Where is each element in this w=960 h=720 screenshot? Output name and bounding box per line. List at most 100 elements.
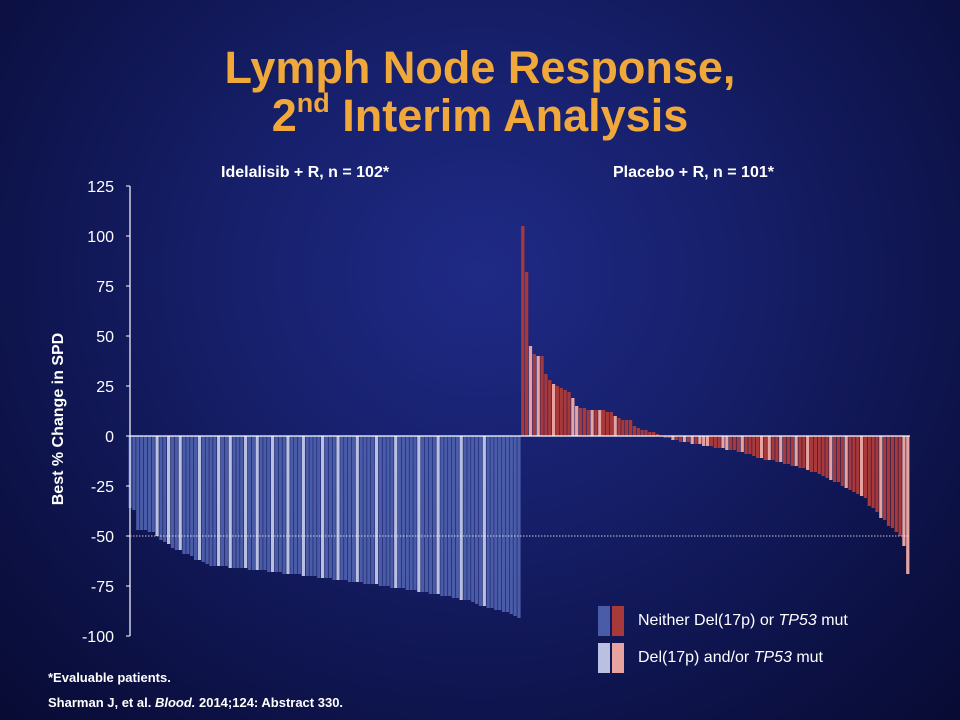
bar-idelalisib-11	[167, 436, 171, 544]
bar-idelalisib-16	[186, 436, 190, 554]
legend-label-del17p: Del(17p) and/or TP53 mut	[638, 649, 823, 666]
bar-idelalisib-31	[243, 436, 248, 568]
y-tick-label: 75	[96, 279, 114, 296]
bar-idelalisib-57	[344, 436, 348, 580]
bar-placebo-44	[686, 436, 690, 442]
bar-idelalisib-48	[309, 436, 313, 576]
bar-idelalisib-44	[294, 436, 298, 574]
bar-idelalisib-24	[217, 436, 221, 566]
title-line-1: Lymph Node Response,	[224, 42, 736, 93]
bar-placebo-33	[644, 430, 648, 436]
bar-placebo-82	[833, 436, 837, 482]
bar-placebo-75	[806, 436, 810, 470]
bar-idelalisib-55	[336, 436, 340, 580]
bar-placebo-29	[628, 420, 633, 436]
bar-idelalisib-23	[213, 436, 217, 566]
bar-placebo-10	[555, 386, 560, 436]
bar-idelalisib-90	[471, 436, 475, 602]
bar-placebo-74	[802, 436, 806, 468]
bar-idelalisib-14	[178, 436, 182, 550]
bar-idelalisib-8	[155, 436, 159, 536]
bar-idelalisib-54	[332, 436, 336, 580]
group-label-idelalisib: Idelalisib + R, n = 102*	[221, 164, 390, 181]
bar-idelalisib-38	[270, 436, 275, 572]
bar-placebo-21	[598, 410, 602, 436]
bar-placebo-87	[852, 436, 856, 492]
bar-idelalisib-10	[163, 436, 167, 542]
y-tick-label: 25	[96, 379, 114, 396]
bar-idelalisib-22	[209, 436, 213, 566]
bar-placebo-90	[863, 436, 868, 498]
bar-placebo-42	[679, 436, 683, 442]
bar-placebo-22	[602, 410, 606, 436]
bar-placebo-23	[605, 412, 610, 436]
bar-placebo-32	[640, 430, 644, 436]
bar-idelalisib-88	[463, 436, 467, 600]
bar-idelalisib-92	[478, 436, 483, 606]
bar-idelalisib-47	[305, 436, 309, 576]
bar-placebo-5	[536, 356, 540, 436]
footnote: *Evaluable patients.	[48, 670, 171, 685]
bar-idelalisib-80	[432, 436, 436, 594]
bar-placebo-3	[528, 346, 533, 436]
bar-placebo-47	[698, 436, 702, 444]
bar-placebo-88	[856, 436, 860, 494]
bar-placebo-27	[621, 420, 625, 436]
bar-placebo-51	[713, 436, 717, 448]
bar-idelalisib-75	[413, 436, 417, 590]
bar-idelalisib-99	[505, 436, 510, 612]
bar-placebo-20	[594, 410, 598, 436]
bar-placebo-1	[521, 226, 525, 436]
bar-idelalisib-63	[367, 436, 371, 584]
bar-idelalisib-62	[363, 436, 367, 584]
bar-idelalisib-20	[201, 436, 205, 562]
bar-idelalisib-12	[170, 436, 175, 548]
bar-placebo-8	[548, 380, 552, 436]
y-tick-label: -50	[91, 529, 114, 546]
legend-swatch-placebo-neither	[612, 606, 624, 636]
bar-idelalisib-79	[428, 436, 433, 594]
bar-placebo-84	[840, 436, 844, 486]
bar-idelalisib-27	[228, 436, 232, 568]
bar-placebo-38	[663, 436, 667, 438]
bar-placebo-94	[879, 436, 883, 518]
bar-idelalisib-84	[448, 436, 452, 596]
bar-idelalisib-72	[401, 436, 406, 588]
bar-idelalisib-9	[159, 436, 163, 540]
bar-placebo-57	[736, 436, 741, 452]
bar-idelalisib-41	[282, 436, 286, 574]
bar-placebo-14	[571, 398, 575, 436]
bar-placebo-41	[675, 436, 679, 440]
bar-placebo-72	[794, 436, 798, 466]
citation: Sharman J, et al. Blood. 2014;124: Abstr…	[48, 695, 344, 710]
bar-placebo-96	[886, 436, 891, 526]
bar-idelalisib-95	[490, 436, 494, 608]
bar-placebo-68	[779, 436, 783, 462]
y-tick-label: 50	[96, 329, 114, 346]
bar-idelalisib-58	[347, 436, 352, 582]
bar-placebo-16	[578, 408, 583, 436]
bar-idelalisib-26	[224, 436, 228, 566]
bar-placebo-48	[702, 436, 706, 446]
bar-idelalisib-81	[436, 436, 440, 594]
bar-placebo-76	[809, 436, 814, 472]
bar-placebo-34	[648, 432, 652, 436]
bar-idelalisib-60	[355, 436, 359, 582]
bar-placebo-95	[883, 436, 887, 520]
bar-idelalisib-45	[297, 436, 302, 574]
bar-placebo-66	[771, 436, 775, 460]
bar-idelalisib-25	[220, 436, 225, 566]
bar-idelalisib-71	[397, 436, 402, 588]
bar-idelalisib-70	[394, 436, 398, 588]
bar-placebo-63	[759, 436, 764, 458]
bar-idelalisib-85	[451, 436, 456, 598]
bar-idelalisib-6	[147, 436, 151, 532]
bar-placebo-52	[717, 436, 721, 448]
bar-placebo-9	[551, 384, 556, 436]
bar-placebo-71	[790, 436, 794, 466]
bar-idelalisib-15	[182, 436, 186, 554]
bar-placebo-11	[559, 388, 563, 436]
bar-idelalisib-77	[421, 436, 425, 592]
legend-swatch-idelalisib-neither	[598, 606, 610, 636]
bar-idelalisib-68	[386, 436, 390, 586]
